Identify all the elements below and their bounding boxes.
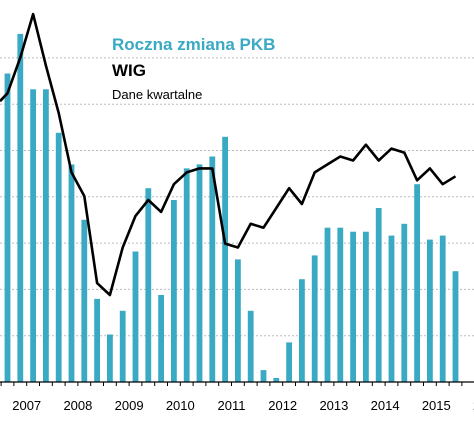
gdp-bar xyxy=(183,168,190,382)
x-tick-label: 2015 xyxy=(422,398,451,413)
gdp-bar xyxy=(375,208,382,382)
x-tick-label: 2010 xyxy=(166,398,195,413)
gdp-bar xyxy=(107,334,113,382)
gdp-bar xyxy=(30,89,36,383)
gdp-bar xyxy=(158,295,164,382)
wig-line xyxy=(0,12,457,297)
gdp-bar xyxy=(260,370,267,382)
wig-line-path xyxy=(0,12,457,297)
x-tick-label: 2014 xyxy=(371,398,400,413)
x-tick-label: 2009 xyxy=(115,398,144,413)
gdp-bar xyxy=(235,259,241,382)
gdp-bar xyxy=(94,298,100,382)
x-axis xyxy=(0,381,474,386)
x-tick-label: 2012 xyxy=(268,398,297,413)
gdp-bar xyxy=(4,73,11,382)
gdp-bar xyxy=(439,235,446,382)
gdp-bar xyxy=(119,310,126,382)
gdp-bar xyxy=(171,200,177,382)
legend-bars-label: Roczna zmiana PKB xyxy=(112,35,275,54)
x-tick-label: 2007 xyxy=(12,398,41,413)
x-tick-label: 2011 xyxy=(218,398,246,413)
legend-line-label: WIG xyxy=(112,61,146,80)
gdp-bar xyxy=(311,255,318,382)
gdp-bar xyxy=(299,279,305,382)
gdp-bar xyxy=(401,223,408,382)
gdp-bar xyxy=(427,239,433,382)
x-tick-label: 2008 xyxy=(63,398,92,413)
gdp-bar xyxy=(196,164,203,382)
gdp-bar xyxy=(145,188,152,382)
gdp-bar xyxy=(286,342,292,382)
x-tick-labels: 2007200820092010201120122013201420152016 xyxy=(12,398,474,413)
gdp-bar xyxy=(132,251,139,382)
legend-subtitle: Dane kwartalne xyxy=(112,87,202,102)
gdp-bar xyxy=(363,231,369,382)
gdp-bar xyxy=(55,132,62,382)
gdp-bar xyxy=(43,89,49,383)
gdp-bar xyxy=(388,235,395,382)
x-tick-label: 2013 xyxy=(319,398,348,413)
gdp-bar xyxy=(81,219,88,382)
gdp-bar xyxy=(17,33,24,383)
gdp-bars xyxy=(4,33,459,383)
gdp-bar xyxy=(414,184,420,382)
gdp-bar xyxy=(247,310,254,382)
gdp-bar xyxy=(273,378,280,382)
gdp-bar xyxy=(350,231,356,382)
legend: Roczna zmiana PKB WIG Dane kwartalne xyxy=(112,35,275,102)
gdp-bar xyxy=(209,156,216,382)
gdp-bar xyxy=(324,227,331,382)
gdp-bar xyxy=(452,271,459,382)
gdp-bar xyxy=(222,136,228,382)
gdp-bar xyxy=(337,227,344,382)
gdp-bar xyxy=(68,164,75,382)
